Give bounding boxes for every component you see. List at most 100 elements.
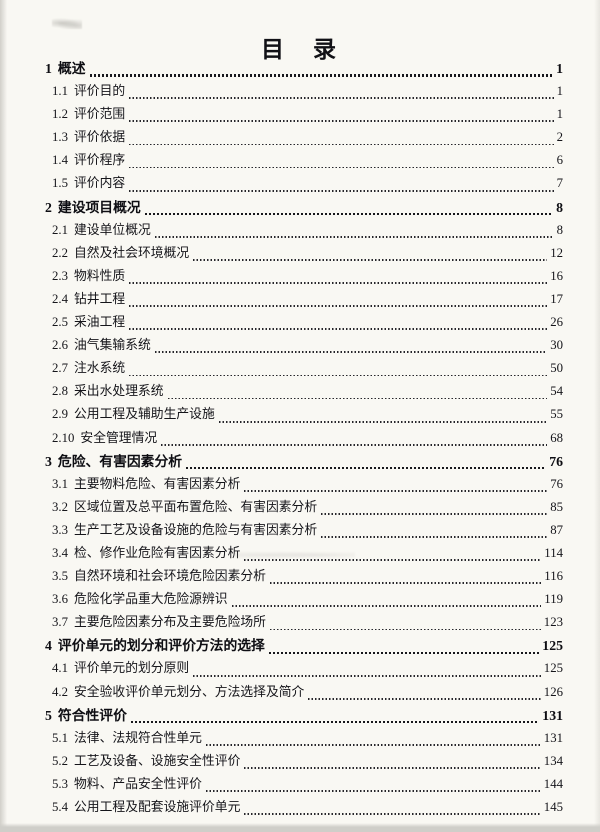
toc-entry-label: 评价单元的划分和评价方法的选择 <box>57 638 265 654</box>
toc-leader-dots <box>154 351 548 354</box>
scan-artifact <box>52 17 82 29</box>
toc-entry-number: 1.4 <box>52 153 68 168</box>
toc-entry-number: 2.8 <box>52 384 68 399</box>
toc-entry: 2.3 物料性质 16 <box>45 265 563 288</box>
toc-leader-dots <box>89 74 554 77</box>
toc-entry-label: 安全验收评价单元划分、方法选择及简介 <box>74 684 305 699</box>
toc-entry-label: 法律、法规符合性单元 <box>74 730 202 745</box>
toc-leader-dots <box>186 466 547 470</box>
toc-entry-page: 76 <box>549 453 563 469</box>
toc-entry-page: 68 <box>550 430 563 445</box>
toc-entry-number: 3.5 <box>52 569 68 584</box>
toc-entry-page: 131 <box>542 707 563 723</box>
toc-entry-page: 8 <box>556 199 563 215</box>
toc-entry-label: 评价单元的划分原则 <box>74 661 190 676</box>
toc-chapter-entry: 1 概述 1 <box>45 57 563 80</box>
toc-leader-dots <box>154 235 554 238</box>
toc-entry-label: 评价范围 <box>74 107 126 122</box>
toc-leader-dots <box>129 97 554 100</box>
toc-entry-number: 2.2 <box>52 245 68 260</box>
toc-entry: 2.2 自然及社会环境概况 12 <box>45 242 563 265</box>
toc-entry-number: 1 <box>45 61 52 76</box>
toc-entry-label: 建设单位概况 <box>74 222 151 237</box>
toc-leader-dots <box>269 628 541 631</box>
toc-entry-page: 119 <box>544 592 563 607</box>
toc-leader-dots <box>129 143 554 146</box>
toc-entry-number: 3.3 <box>52 522 68 537</box>
toc-entry-page: 1 <box>556 84 563 99</box>
toc-entry: 3.2 区域位置及总平面布置危险、有害因素分析 85 <box>45 496 563 519</box>
toc-entry-number: 2.3 <box>52 268 68 283</box>
toc-entry-page: 145 <box>543 800 563 814</box>
toc-entry: 5.2 工艺及设备、设施安全性评价 134 <box>45 750 563 773</box>
toc-entry: 2.9 公用工程及辅助生产设施 55 <box>45 403 563 426</box>
toc-entry-label: 主要危险因素分布及主要危险场所 <box>74 615 266 630</box>
toc-entry-label: 符合性评价 <box>57 707 127 723</box>
toc-entry-page: 87 <box>550 522 563 537</box>
toc-entry-number: 3.7 <box>52 615 68 630</box>
toc-entry-page: 30 <box>550 338 563 353</box>
toc-entry-label: 危险、有害因素分析 <box>57 453 183 469</box>
toc-entry: 1.3 评价依据 2 <box>45 126 563 149</box>
toc-entry: 2.4 钻井工程 17 <box>45 288 563 311</box>
toc-chapter-entry: 2 建设项目概况 8 <box>45 196 563 219</box>
toc-chapter-entry: 4 评价单元的划分和评价方法的选择 125 <box>45 634 563 657</box>
toc-entry-page: 1 <box>556 61 563 76</box>
toc-entry-number: 4.1 <box>52 661 68 676</box>
toc-entry-page: 2 <box>556 130 563 145</box>
toc-entry-page: 50 <box>550 361 563 376</box>
toc-leader-dots <box>269 582 542 585</box>
toc-entry-page: 54 <box>550 384 563 399</box>
toc-entry-number: 3.4 <box>52 545 68 560</box>
toc-entry-label: 评价目的 <box>74 84 126 99</box>
toc-leader-dots <box>244 767 541 769</box>
toc-entry-number: 1.3 <box>52 130 68 145</box>
toc-leader-dots <box>193 259 548 261</box>
toc-entry-page: 8 <box>556 222 563 237</box>
toc-entry-label: 评价程序 <box>74 153 126 168</box>
toc-entry-label: 安全管理情况 <box>80 430 158 445</box>
toc-entry-number: 2 <box>45 199 52 215</box>
toc-entry: 2.1 建设单位概况 8 <box>45 219 563 242</box>
toc-entry: 3.1 主要物料危险、有害因素分析 76 <box>45 473 563 496</box>
toc-leader-dots <box>129 305 548 308</box>
scan-edge-left <box>0 0 9 832</box>
toc-entry-page: 125 <box>542 638 563 654</box>
toc-entry: 5.1 法律、法规符合性单元 131 <box>45 727 563 750</box>
toc-entry-label: 采出水处理系统 <box>74 384 164 399</box>
toc-entry: 3.3 生产工艺及设备设施的危险与有害因素分析 87 <box>45 519 563 542</box>
toc-entry-page: 134 <box>543 753 563 768</box>
toc-entry: 1.2 评价范围 1 <box>45 103 563 126</box>
toc-entry-page: 55 <box>550 407 563 422</box>
toc-entry-page: 7 <box>556 176 563 191</box>
toc-entry-number: 1.1 <box>52 84 68 99</box>
toc-entry-page: 131 <box>543 730 563 745</box>
toc-entry-number: 2.6 <box>52 338 68 353</box>
toc-entry-number: 5.1 <box>52 730 68 745</box>
toc-entry-page: 17 <box>550 291 563 306</box>
toc-leader-dots <box>129 374 548 377</box>
toc-entry-page: 144 <box>543 776 563 791</box>
toc-entry: 1.4 评价程序 6 <box>45 149 563 172</box>
toc-entry: 2.8 采出水处理系统 54 <box>45 380 563 403</box>
toc-entry-number: 2.5 <box>52 315 68 330</box>
toc-entry-number: 2.4 <box>52 291 68 306</box>
page-title: 目 录 <box>261 37 339 63</box>
toc-entry: 3.4 检、修作业危险有害因素分析 114 <box>45 542 563 565</box>
toc-entry-number: 2.9 <box>52 407 68 422</box>
toc-chapter-entry: 5 符合性评价 131 <box>45 704 563 727</box>
scan-edge-right <box>594 0 600 832</box>
toc-entry-label: 概述 <box>57 61 86 76</box>
toc-entry: 1.5 评价内容 7 <box>45 172 563 195</box>
toc-entry: 3.6 危险化学品重大危险源辨识 119 <box>45 588 563 611</box>
toc-entry: 5.4 公用工程及配套设施评价单元 145 <box>45 796 563 819</box>
toc-entry-number: 5.4 <box>52 800 68 814</box>
toc-entry: 4.1 评价单元的划分原则 125 <box>45 657 563 680</box>
toc-leader-dots <box>130 720 540 724</box>
toc-leader-dots <box>129 120 554 123</box>
toc-entry-label: 检、修作业危险有害因素分析 <box>74 545 241 560</box>
toc-entry-label: 生产工艺及设备设施的危险与有害因素分析 <box>74 522 318 537</box>
toc-entry-number: 4 <box>45 638 52 654</box>
toc-entry-page: 16 <box>550 268 563 283</box>
toc-leader-dots <box>308 697 541 700</box>
